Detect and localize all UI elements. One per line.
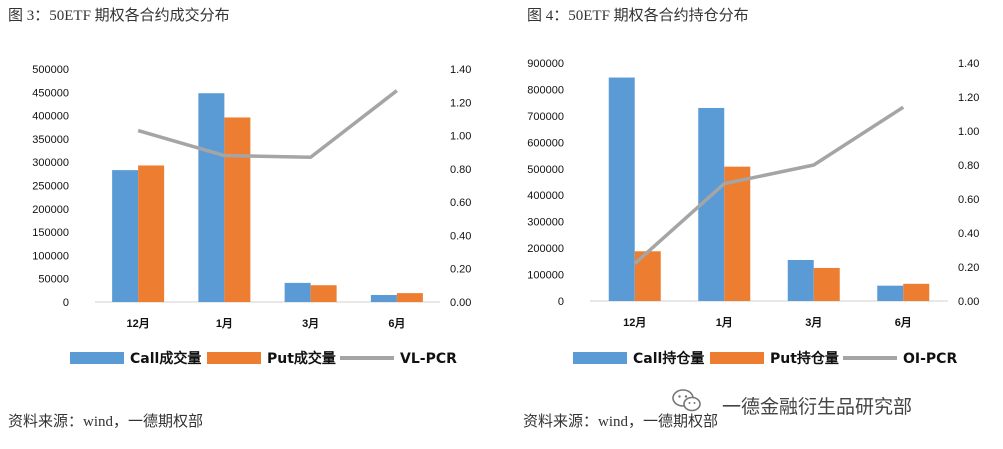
y-tick-label: 350000 xyxy=(32,134,69,146)
chart-title-volume: 图 3：50ETF 期权各合约成交分布 xyxy=(8,8,230,24)
y-tick-label: 400000 xyxy=(32,111,69,123)
y-tick-label: 150000 xyxy=(32,227,69,239)
bar-call xyxy=(787,260,814,301)
source-note-left: 资料来源：wind，一德期权部 xyxy=(8,414,204,430)
y2-tick-label: 0.00 xyxy=(958,296,979,308)
x-tick-label: 6月 xyxy=(388,317,405,330)
source-note-right: 资料来源：wind，一德期权部 xyxy=(523,414,719,430)
y2-tick-label: 1.40 xyxy=(450,64,471,76)
bar-put xyxy=(224,117,251,303)
pcr-line xyxy=(633,105,905,265)
pcr-line xyxy=(137,89,398,159)
x-tick-label: 3月 xyxy=(302,317,319,330)
y-tick-label: 800000 xyxy=(527,84,564,96)
y2-tick-label: 0.40 xyxy=(958,228,979,240)
y2-tick-label: 1.20 xyxy=(958,92,979,104)
legend-swatch xyxy=(70,352,124,364)
bar-put xyxy=(310,285,337,302)
y2-tick-label: 0.40 xyxy=(450,230,471,242)
y-tick-label: 300000 xyxy=(32,157,69,169)
x-tick-label: 12月 xyxy=(623,316,646,329)
x-tick-label: 12月 xyxy=(127,317,150,330)
legend-label: Put持仓量 xyxy=(770,350,839,367)
x-tick-label: 1月 xyxy=(216,317,233,330)
y-tick-label: 200000 xyxy=(32,204,69,216)
x-tick-label: 6月 xyxy=(895,316,912,329)
bar-put xyxy=(138,165,165,302)
legend-label: Call成交量 xyxy=(130,350,201,367)
legend-label: OI-PCR xyxy=(903,351,957,367)
chart-title-open-interest: 图 4：50ETF 期权各合约持仓分布 xyxy=(527,8,749,24)
bar-put xyxy=(396,293,423,302)
y-tick-label: 400000 xyxy=(527,190,564,202)
y-tick-label: 250000 xyxy=(32,181,69,193)
y-tick-label: 300000 xyxy=(527,217,564,229)
y2-tick-label: 0.00 xyxy=(450,297,471,309)
legend-label: Put成交量 xyxy=(267,350,336,367)
y2-tick-label: 0.80 xyxy=(450,164,471,176)
wechat-icon xyxy=(672,389,701,412)
y2-tick-label: 1.00 xyxy=(450,131,471,143)
y2-tick-label: 1.40 xyxy=(958,58,979,70)
volume-chart: 0 50000 100000 150000 200000 250000 300000 3500… xyxy=(32,64,471,367)
x-tick-label: 3月 xyxy=(805,316,822,329)
y2-tick-label: 0.20 xyxy=(450,264,471,276)
legend-swatch xyxy=(710,352,764,364)
y-tick-label: 50000 xyxy=(38,274,69,286)
bar-call xyxy=(877,285,904,301)
x-tick-label: 1月 xyxy=(716,316,733,329)
bar-call xyxy=(608,77,635,301)
bar-call xyxy=(112,170,139,302)
y-tick-label: 0 xyxy=(558,296,564,308)
bar-put xyxy=(903,283,930,301)
y2-tick-label: 1.00 xyxy=(958,126,979,138)
y2-tick-label: 0.60 xyxy=(958,194,979,206)
y2-tick-label: 0.20 xyxy=(958,262,979,274)
legend-label: Call持仓量 xyxy=(633,350,704,367)
bar-call xyxy=(198,93,225,302)
y-tick-label: 900000 xyxy=(527,58,564,70)
y-tick-label: 500000 xyxy=(527,164,564,176)
y-tick-label: 450000 xyxy=(32,87,69,99)
y-tick-label: 200000 xyxy=(527,243,564,255)
legend-label: VL-PCR xyxy=(400,351,457,367)
watermark: 一德金融衍生品研究部 xyxy=(722,396,913,418)
bar-put xyxy=(813,267,840,301)
y-tick-label: 700000 xyxy=(527,111,564,123)
y2-tick-label: 0.60 xyxy=(450,197,471,209)
y-tick-label: 0 xyxy=(63,297,69,309)
legend-swatch xyxy=(573,352,627,364)
bar-call xyxy=(284,282,311,302)
bar-put xyxy=(724,166,751,301)
legend-swatch xyxy=(207,352,261,364)
y-tick-label: 100000 xyxy=(527,270,564,282)
y2-tick-label: 0.80 xyxy=(958,160,979,172)
bar-call xyxy=(370,295,397,302)
y2-tick-label: 1.20 xyxy=(450,97,471,109)
open-interest-chart: 0 100000 200000 300000 400000 500000 600000 700… xyxy=(527,58,979,367)
y-tick-label: 500000 xyxy=(32,64,69,76)
y-tick-label: 600000 xyxy=(527,137,564,149)
y-tick-label: 100000 xyxy=(32,250,69,262)
